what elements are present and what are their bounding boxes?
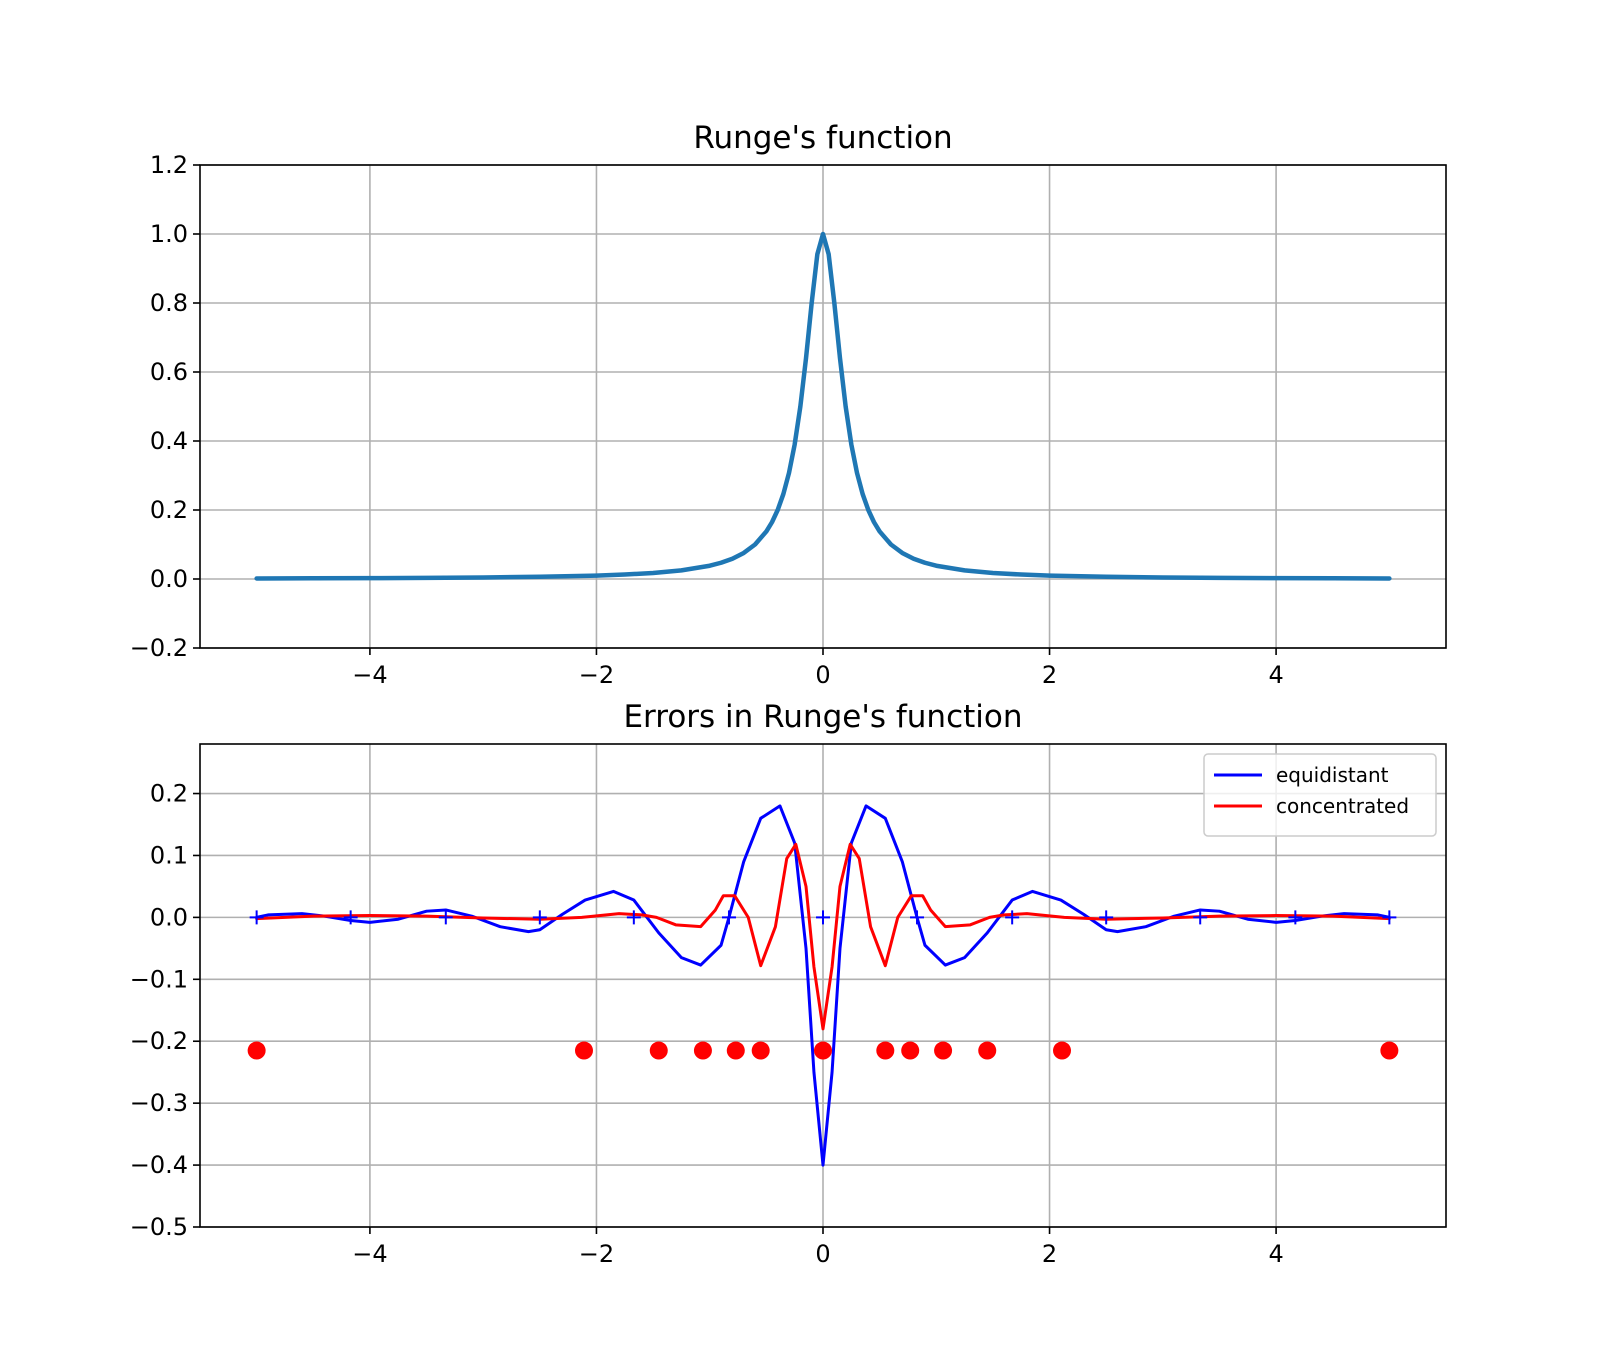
- y-tick-label: 0.0: [150, 565, 188, 593]
- plus-marker: [816, 910, 830, 925]
- x-tick-label: 4: [1268, 1240, 1283, 1268]
- y-tick-label: 0.0: [150, 903, 188, 931]
- plus-marker: [1005, 910, 1020, 925]
- plus-marker: [1099, 910, 1114, 925]
- x-tick-label: −4: [352, 661, 387, 689]
- concentrated-line: [255, 842, 1391, 1031]
- y-tick-label: −0.1: [130, 965, 188, 993]
- y-tick-label: 1.2: [150, 151, 188, 179]
- plus-marker: [910, 910, 925, 925]
- legend: equidistant concentrated: [1203, 753, 1437, 837]
- x-tick-label: −2: [579, 1240, 614, 1268]
- y-tick-label: 0.2: [150, 496, 188, 524]
- plus-marker: [721, 910, 736, 925]
- circle-marker: [1380, 1041, 1399, 1060]
- y-tick-label: −0.2: [130, 1027, 188, 1055]
- x-tick-label: 2: [1042, 1240, 1057, 1268]
- y-tick-label: 0.2: [150, 780, 188, 808]
- y-tick-label: 0.1: [150, 841, 188, 869]
- y-tick-label: 0.4: [150, 427, 188, 455]
- plus-marker: [532, 910, 547, 925]
- errors-axes: Errors in Runge's function −4 −2 0 2 4 −0.5 −0…: [130, 699, 1447, 1268]
- y-tick-label: −0.5: [130, 1213, 188, 1241]
- chart-title: Runge's function: [693, 120, 952, 156]
- circle-marker: [978, 1041, 997, 1060]
- circle-marker: [693, 1041, 712, 1060]
- circle-marker: [814, 1041, 832, 1060]
- x-tick-label: −2: [579, 661, 614, 689]
- plus-marker: [438, 910, 453, 925]
- y-tick-label: 0.8: [150, 289, 188, 317]
- plus-marker: [1193, 910, 1208, 925]
- circle-marker: [901, 1041, 920, 1060]
- plus-marker: [343, 910, 358, 925]
- runge-function-axes: Runge's function −4 −2 0 2 4 −0.2 0.0 0.2 0.4 0.6…: [130, 120, 1447, 689]
- legend-label: concentrated: [1276, 794, 1409, 818]
- series-line: [254, 231, 1392, 581]
- y-tick-label: 0.6: [150, 358, 188, 386]
- circle-marker: [876, 1041, 895, 1060]
- plot-area: [247, 804, 1399, 1167]
- x-tick-label: 0: [815, 661, 830, 689]
- chart-title: Errors in Runge's function: [623, 699, 1022, 735]
- equidistant-line: [255, 804, 1391, 1167]
- x-tick-label: 0: [815, 1240, 830, 1268]
- circle-marker: [649, 1041, 668, 1060]
- plus-marker: [249, 910, 264, 925]
- circle-marker: [247, 1041, 266, 1060]
- circle-marker: [1053, 1041, 1072, 1060]
- x-tick-label: 2: [1042, 661, 1057, 689]
- y-tick-label: −0.3: [130, 1089, 188, 1117]
- plus-marker: [1288, 910, 1303, 925]
- legend-label: equidistant: [1276, 763, 1389, 787]
- x-tick-label: −4: [352, 1240, 387, 1268]
- circle-marker: [751, 1041, 770, 1060]
- plus-marker: [626, 910, 641, 925]
- plot-area: [254, 231, 1392, 581]
- plus-marker: [1382, 910, 1397, 925]
- y-tick-label: 1.0: [150, 220, 188, 248]
- x-tick-label: 4: [1268, 661, 1283, 689]
- circle-marker: [574, 1041, 593, 1060]
- y-tick-label: −0.4: [130, 1151, 188, 1179]
- circle-marker: [934, 1041, 953, 1060]
- y-tick-label: −0.2: [130, 634, 188, 662]
- circle-marker: [726, 1041, 745, 1060]
